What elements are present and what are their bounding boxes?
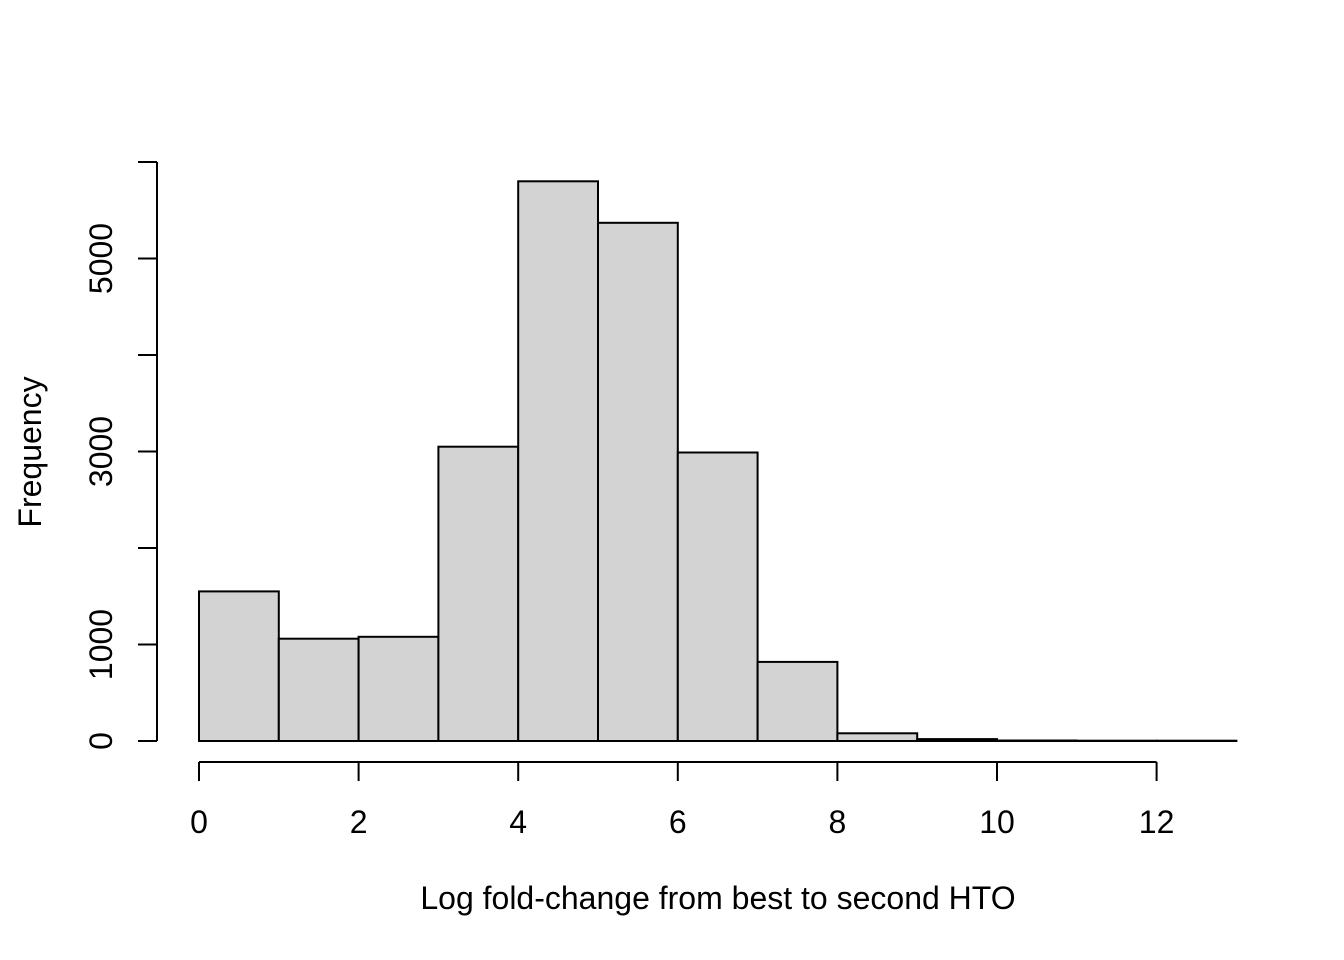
histogram-bar <box>357 635 440 742</box>
x-tick-label: 0 <box>190 804 208 840</box>
bars-group <box>198 180 1238 743</box>
histogram-bar <box>198 590 280 743</box>
y-tick-label: 0 <box>83 732 119 750</box>
x-axis-title: Log fold-change from best to second HTO <box>420 880 1015 916</box>
y-tick-label: 1000 <box>83 609 119 680</box>
histogram-bar <box>517 180 600 743</box>
x-tick-label: 10 <box>979 804 1015 840</box>
histogram-bar <box>836 732 919 742</box>
x-tick-label: 8 <box>829 804 847 840</box>
histogram-bar <box>676 451 759 742</box>
x-tick-label: 2 <box>350 804 368 840</box>
histogram-bar <box>916 738 999 742</box>
histogram-bar <box>437 445 520 742</box>
y-axis-title: Frequency <box>12 376 48 527</box>
histogram-bar <box>597 221 679 743</box>
y-axis: 0 1000 3000 5000 <box>83 161 158 750</box>
x-tick-label: 12 <box>1139 804 1175 840</box>
histogram-bar <box>277 637 360 743</box>
y-tick-label: 5000 <box>83 223 119 294</box>
x-axis: 0 2 4 6 8 10 12 <box>190 761 1175 840</box>
y-tick-label: 3000 <box>83 416 119 487</box>
x-tick-label: 4 <box>509 804 527 840</box>
histogram-bar <box>996 739 1078 742</box>
x-tick-label: 6 <box>669 804 687 840</box>
histogram-bar <box>756 660 839 743</box>
